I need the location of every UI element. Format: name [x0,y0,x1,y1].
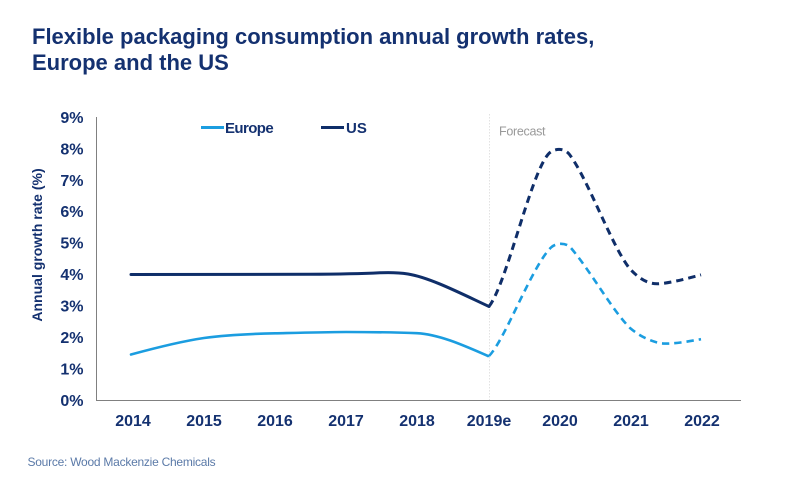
svg-text:2017: 2017 [328,413,364,430]
svg-text:2016: 2016 [257,413,293,430]
svg-text:Source: Wood Mackenzie Chemica: Source: Wood Mackenzie Chemicals [28,455,216,469]
svg-text:5%: 5% [60,236,83,253]
svg-text:2%: 2% [60,330,83,347]
svg-text:US: US [346,120,367,137]
svg-text:Europe: Europe [225,120,273,137]
svg-text:6%: 6% [60,204,83,221]
svg-text:1%: 1% [60,361,83,378]
svg-text:4%: 4% [60,267,83,284]
svg-text:2021: 2021 [613,413,649,430]
svg-text:8%: 8% [60,141,83,158]
svg-text:2020: 2020 [542,413,578,430]
svg-text:Forecast: Forecast [499,125,546,139]
svg-text:3%: 3% [60,299,83,316]
svg-text:7%: 7% [60,173,83,190]
svg-text:2014: 2014 [115,413,151,430]
svg-text:Europe and the US: Europe and the US [32,50,229,75]
svg-text:2018: 2018 [399,413,435,430]
svg-text:2019e: 2019e [467,413,512,430]
svg-text:9%: 9% [60,110,83,127]
svg-text:2015: 2015 [186,413,222,430]
svg-text:Flexible packaging consumption: Flexible packaging consumption annual gr… [32,24,594,49]
svg-text:0%: 0% [60,393,83,410]
svg-text:Annual growth rate (%): Annual growth rate (%) [29,168,45,321]
svg-text:2022: 2022 [684,413,720,430]
